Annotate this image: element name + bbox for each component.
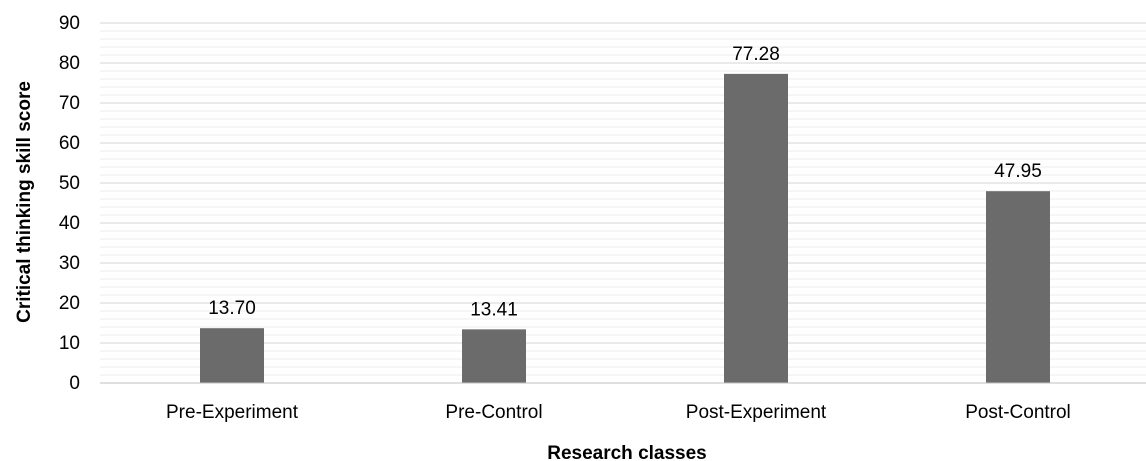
bar <box>200 328 264 383</box>
data-label: 77.28 <box>732 44 780 65</box>
bar <box>462 329 526 383</box>
y-tick-label: 70 <box>59 93 80 114</box>
y-tick-label: 60 <box>59 133 80 154</box>
bars <box>200 73 1050 383</box>
x-tick-label: Pre-Control <box>445 402 542 423</box>
y-tick-label: 30 <box>59 253 80 274</box>
data-labels: 13.70 13.41 77.28 47.95 <box>208 44 1042 320</box>
data-label: 47.95 <box>994 161 1042 182</box>
bar <box>986 191 1050 383</box>
data-label: 13.70 <box>208 298 256 319</box>
data-label: 13.41 <box>470 299 518 320</box>
y-tick-label: 50 <box>59 173 80 194</box>
y-tick-label: 0 <box>69 373 80 394</box>
y-tick-label: 80 <box>59 53 80 74</box>
x-tick-label: Pre-Experiment <box>166 402 299 423</box>
y-tick-label: 20 <box>59 293 80 314</box>
y-tick-label: 90 <box>59 13 80 34</box>
y-tick-label: 10 <box>59 333 80 354</box>
x-tick-label: Post-Control <box>965 402 1071 423</box>
x-tick-label: Post-Experiment <box>686 402 827 423</box>
grid-lines <box>100 22 1146 376</box>
x-axis-title: Research classes <box>547 443 707 461</box>
x-axis-tick-labels: Pre-Experiment Pre-Control Post-Experiment… <box>166 402 1071 423</box>
y-tick-label: 40 <box>59 213 80 234</box>
y-axis-title: Critical thinking skill score <box>14 81 35 323</box>
bar <box>724 73 788 383</box>
y-axis-tick-labels: 0 10 20 30 40 50 60 70 80 90 <box>59 13 80 394</box>
